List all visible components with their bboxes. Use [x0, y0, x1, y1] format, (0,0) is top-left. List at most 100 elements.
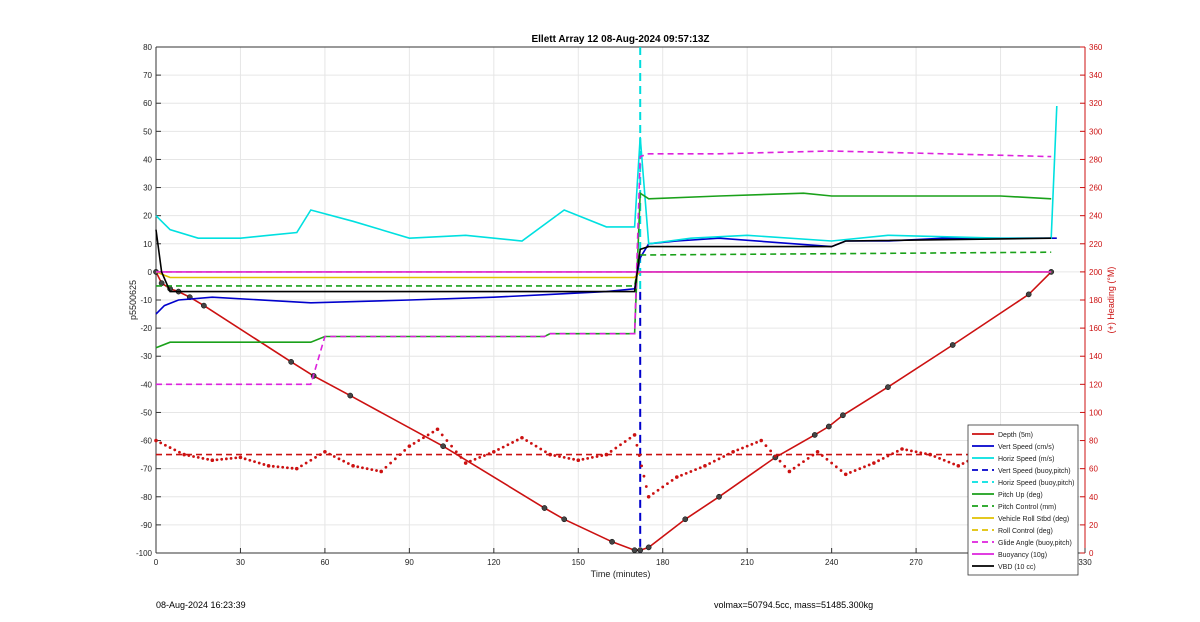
series-point — [215, 458, 219, 462]
y2-axis-label: (+) Heading (°M) — [1106, 267, 1116, 334]
series-point — [956, 464, 961, 468]
series-point — [843, 472, 848, 477]
y2-tick-label: 180 — [1089, 296, 1103, 305]
y2-tick-label: 300 — [1089, 127, 1103, 136]
y-tick-label: 50 — [143, 127, 152, 136]
x-tick-label: 330 — [1078, 558, 1092, 567]
footer-mass-info: volmax=50794.5cc, mass=51485.300kg — [714, 600, 874, 610]
series-point — [403, 448, 407, 452]
depth-marker — [1025, 291, 1032, 298]
series-point — [567, 456, 571, 460]
series-point — [285, 466, 289, 470]
series-point — [234, 456, 238, 460]
series-line — [156, 150, 1052, 386]
series-point — [337, 457, 341, 461]
series-point — [196, 456, 200, 459]
series-point — [802, 460, 805, 464]
y2-tick-label: 320 — [1089, 99, 1103, 108]
y-tick-label: -60 — [140, 437, 152, 446]
series-point — [872, 461, 876, 465]
series-point — [450, 444, 453, 448]
y2-tick-label: 120 — [1089, 380, 1103, 389]
series-point — [703, 464, 707, 468]
y-axis-label: p5500625 — [128, 280, 138, 320]
series-point — [454, 450, 458, 454]
y2-tick-label: 360 — [1089, 43, 1103, 52]
series-point — [520, 435, 524, 440]
series-point — [712, 459, 716, 463]
series-point — [290, 466, 294, 470]
y2-tick-label: 80 — [1089, 437, 1098, 446]
y-tick-label: 60 — [143, 99, 152, 108]
x-tick-label: 270 — [909, 558, 923, 567]
series-point — [895, 449, 899, 453]
y-tick-label: 0 — [148, 268, 153, 277]
series-point — [675, 475, 679, 479]
x-tick-label: 240 — [825, 558, 839, 567]
y2-tick-label: 280 — [1089, 155, 1103, 164]
series-point — [201, 456, 205, 460]
legend-label: Pitch Control (mm) — [998, 504, 1056, 511]
series-point — [867, 463, 871, 467]
series-point — [572, 457, 575, 461]
series-point — [281, 465, 285, 469]
depth-marker — [825, 423, 832, 430]
y-tick-label: 80 — [143, 43, 152, 52]
series-point — [853, 469, 857, 472]
series-point — [342, 459, 346, 463]
series-point — [492, 450, 496, 454]
series-point — [717, 457, 721, 461]
series-point — [759, 438, 764, 443]
series-point — [468, 459, 472, 463]
depth-marker — [716, 493, 722, 500]
series-point — [942, 458, 946, 462]
series-point — [473, 457, 477, 461]
legend-label: Depth (5m) — [998, 432, 1033, 439]
series-point — [159, 441, 163, 445]
y-tick-label: -40 — [140, 380, 152, 389]
series-point — [511, 441, 514, 444]
series-point — [351, 464, 355, 468]
depth-marker — [561, 516, 568, 523]
series-point — [745, 444, 749, 448]
series-point — [534, 444, 538, 448]
y-tick-label: 20 — [143, 212, 152, 221]
series-point — [300, 464, 303, 468]
y-tick-label: -50 — [140, 408, 152, 417]
series-point — [253, 460, 256, 464]
series-point — [863, 465, 866, 469]
legend-label: Vehicle Roll Stbd (deg) — [998, 516, 1069, 523]
x-tick-label: 150 — [572, 558, 586, 567]
series-point — [914, 450, 918, 454]
series-point — [666, 482, 669, 486]
series-point — [323, 450, 327, 454]
series-point — [905, 448, 909, 452]
series-point — [900, 447, 904, 451]
depth-marker — [637, 547, 644, 554]
series-point — [229, 456, 233, 460]
series-point — [248, 458, 252, 462]
y-tick-label: 40 — [143, 155, 152, 164]
y2-tick-label: 60 — [1089, 465, 1098, 474]
series-point — [206, 457, 210, 461]
footer-timestamp: 08-Aug-2024 16:23:39 — [156, 600, 246, 610]
series-point — [182, 452, 186, 457]
series-point — [640, 464, 644, 468]
series-point — [426, 433, 430, 437]
legend-box — [967, 424, 1079, 576]
x-tick-label: 30 — [236, 558, 245, 567]
series-point — [309, 458, 313, 462]
legend-label: Roll Control (deg) — [998, 528, 1053, 535]
series-point — [379, 469, 384, 474]
series-point — [178, 450, 181, 454]
series-point — [811, 453, 815, 457]
series-point — [478, 456, 482, 459]
series-point — [314, 456, 317, 459]
series-point — [581, 457, 585, 461]
x-tick-label: 90 — [405, 558, 414, 567]
legend-label: Buoyancy (10g) — [998, 552, 1047, 559]
depth-marker — [288, 358, 294, 365]
x-tick-label: 180 — [656, 558, 670, 567]
series-point — [684, 471, 688, 475]
series-point — [412, 441, 416, 445]
